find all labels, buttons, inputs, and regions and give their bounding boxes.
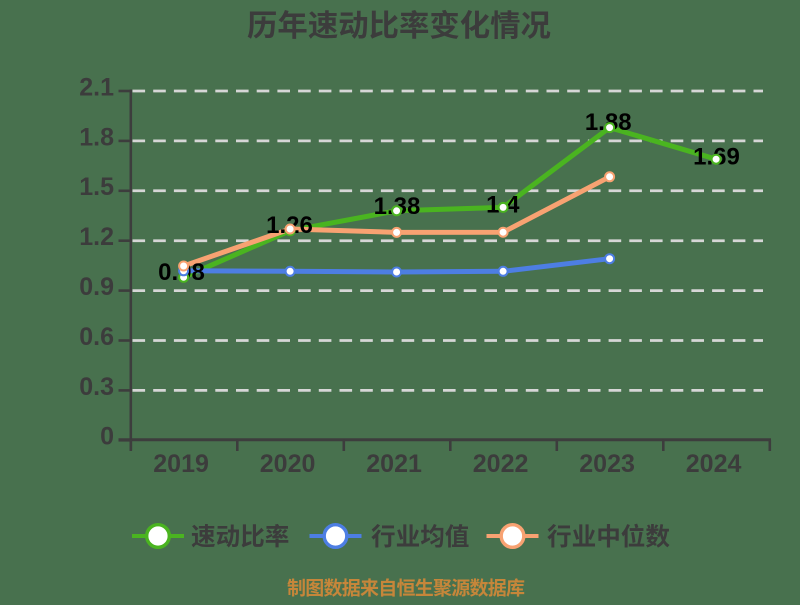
- svg-text:2.1: 2.1: [79, 73, 114, 101]
- svg-text:2020: 2020: [260, 450, 316, 478]
- svg-text:2023: 2023: [579, 450, 635, 478]
- svg-text:行业中位数: 行业中位数: [547, 517, 670, 553]
- svg-text:0.3: 0.3: [79, 373, 114, 401]
- svg-text:1.2: 1.2: [79, 223, 114, 251]
- svg-text:行业均值: 行业均值: [371, 517, 469, 553]
- svg-text:2024: 2024: [686, 450, 742, 478]
- svg-text:1.8: 1.8: [79, 123, 114, 151]
- svg-text:2019: 2019: [153, 450, 209, 478]
- svg-text:0.9: 0.9: [79, 273, 114, 301]
- svg-text:历年速动比率变化情况: 历年速动比率变化情况: [247, 1, 551, 45]
- svg-text:制图数据来自恒生聚源数据库: 制图数据来自恒生聚源数据库: [287, 573, 525, 600]
- svg-text:0.6: 0.6: [79, 323, 114, 351]
- svg-text:1.5: 1.5: [79, 173, 114, 201]
- svg-text:2021: 2021: [366, 450, 422, 478]
- svg-text:0: 0: [100, 423, 114, 451]
- svg-text:速动比率: 速动比率: [191, 517, 289, 553]
- svg-text:2022: 2022: [473, 450, 529, 478]
